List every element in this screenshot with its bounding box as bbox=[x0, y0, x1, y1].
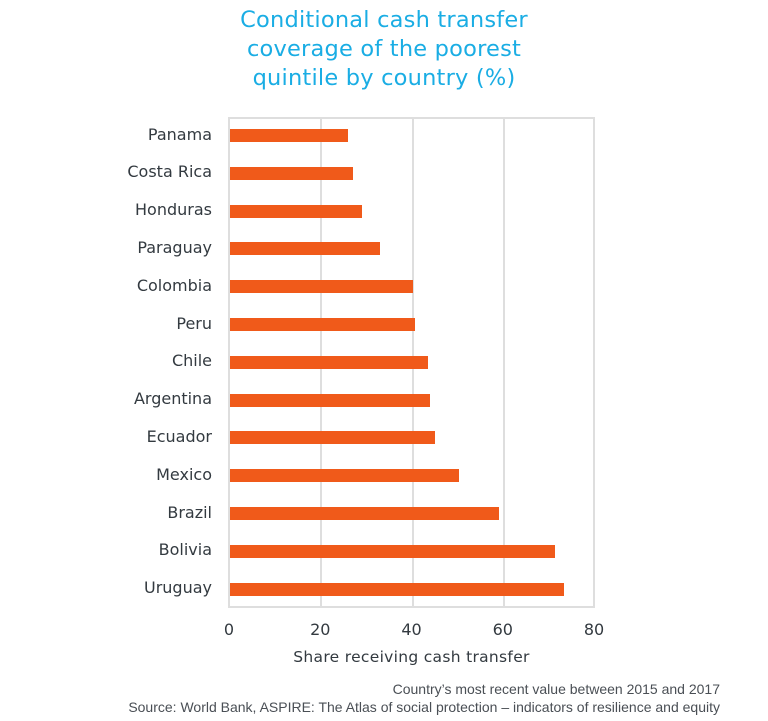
y-label-honduras: Honduras bbox=[135, 200, 212, 220]
y-label-ecuador: Ecuador bbox=[146, 426, 212, 446]
y-label-panama: Panama bbox=[147, 124, 212, 144]
y-label-uruguay: Uruguay bbox=[144, 578, 212, 598]
bar-costa-rica bbox=[230, 166, 353, 180]
x-tick-40: 40 bbox=[401, 620, 422, 639]
y-label-bolivia: Bolivia bbox=[158, 540, 212, 560]
y-label-paraguay: Paraguay bbox=[137, 237, 212, 257]
y-label-brazil: Brazil bbox=[167, 502, 212, 522]
footnote-note: Country’s most recent value between 2015… bbox=[392, 681, 720, 697]
bar-ecuador bbox=[230, 431, 435, 445]
bar-honduras bbox=[230, 204, 363, 218]
bar-chile bbox=[230, 355, 429, 369]
bar-brazil bbox=[230, 507, 500, 520]
bar-bolivia bbox=[230, 544, 556, 558]
y-label-peru: Peru bbox=[176, 313, 212, 333]
x-tick-60: 60 bbox=[492, 620, 513, 639]
chart-title-line-3: quintile by country (%) bbox=[252, 65, 516, 91]
bar-panama bbox=[230, 129, 349, 142]
y-label-costa-rica: Costa Rica bbox=[127, 162, 212, 182]
x-tick-0: 0 bbox=[223, 620, 235, 639]
chart-title-line-1: Conditional cash transfer bbox=[240, 7, 528, 33]
bar-argentina bbox=[230, 393, 431, 407]
gridline bbox=[502, 119, 505, 606]
bar-paraguay bbox=[230, 242, 380, 256]
bar-colombia bbox=[230, 280, 414, 294]
plot-area bbox=[228, 117, 595, 608]
x-tick-20: 20 bbox=[310, 620, 331, 639]
bar-peru bbox=[230, 318, 415, 331]
y-label-chile: Chile bbox=[171, 351, 212, 371]
chart-title: Conditional cash transfer coverage of th… bbox=[0, 6, 768, 93]
bar-uruguay bbox=[230, 582, 564, 596]
x-tick-80: 80 bbox=[583, 620, 605, 639]
bar-mexico bbox=[230, 469, 460, 483]
chart-title-line-2: coverage of the poorest bbox=[246, 36, 522, 62]
x-axis-label: Share receiving cash transfer bbox=[293, 648, 530, 666]
y-label-mexico: Mexico bbox=[156, 464, 212, 484]
y-label-argentina: Argentina bbox=[133, 389, 212, 409]
footnote-source: Source: World Bank, ASPIRE: The Atlas of… bbox=[128, 699, 720, 715]
y-label-colombia: Colombia bbox=[136, 275, 212, 295]
